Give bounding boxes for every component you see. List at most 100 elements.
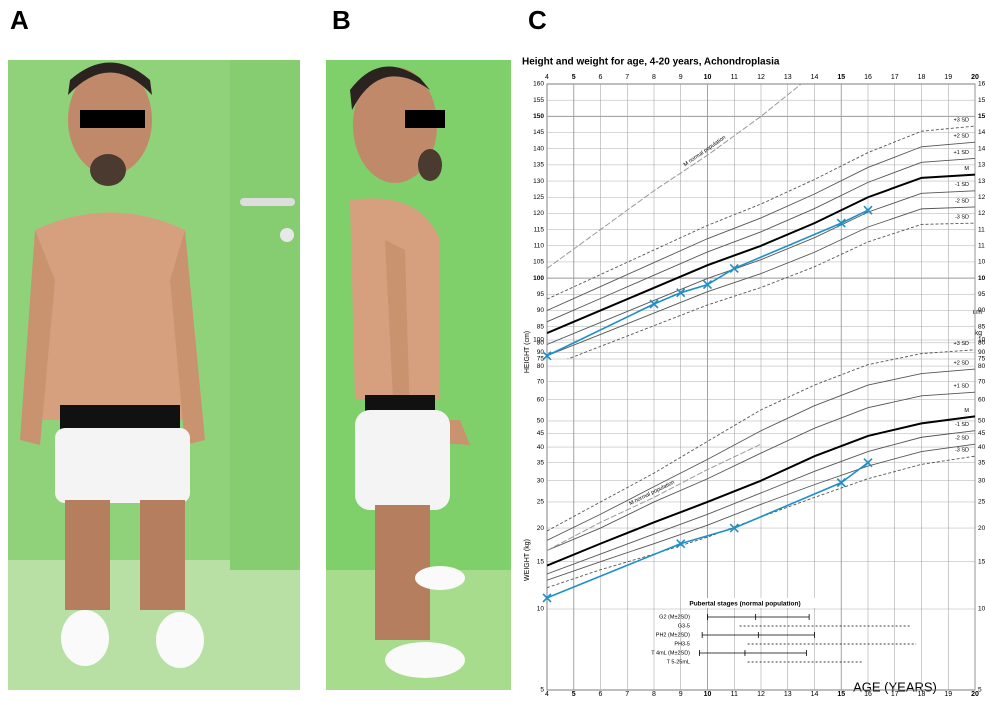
y-tick-label: 50 — [978, 418, 985, 425]
y-tick-label: 40 — [537, 444, 545, 451]
curve-label: -2 SD — [955, 198, 969, 204]
y-tick-label: 80 — [978, 363, 985, 370]
x-tick-label: 8 — [652, 691, 656, 697]
y-tick-label: 105 — [978, 259, 985, 266]
figure: A B C Height and weight for age, 4-20 ye… — [0, 0, 985, 697]
y-tick-label: 85 — [978, 323, 985, 330]
x-tick-label: 18 — [918, 691, 926, 697]
pubertal-label: T 4mL (M±2SD) — [651, 650, 690, 656]
y-tick-label: 15 — [537, 558, 545, 565]
y-tick-label: 155 — [978, 97, 985, 104]
chart-title: Height and weight for age, 4-20 years, A… — [522, 57, 780, 68]
curve-label: +1 SD — [954, 150, 969, 156]
y-tick-label: 145 — [978, 129, 985, 136]
x-tick-label: 7 — [625, 74, 629, 81]
x-tick-label: 13 — [784, 74, 792, 81]
y-tick-label: 35 — [978, 459, 985, 466]
y-tick-label: 100 — [533, 275, 544, 282]
x-tick-label: 4 — [545, 74, 549, 81]
curve-label: +2 SD — [954, 134, 969, 140]
pubertal-label: PH2 (M±2SD) — [656, 632, 690, 638]
x-tick-label: 6 — [599, 74, 603, 81]
x-tick-label: 9 — [679, 74, 683, 81]
y-tick-label: 40 — [978, 444, 985, 451]
pubertal-label: PH3-5 — [674, 641, 690, 647]
photo-front — [8, 60, 300, 690]
y-tick-label: 60 — [978, 396, 985, 403]
y-tick-label: 70 — [537, 378, 545, 385]
pubertal-label: G2 (M±2SD) — [659, 614, 690, 620]
photo-side — [326, 60, 511, 690]
y-tick-label: 130 — [533, 178, 544, 185]
panel-label: B — [332, 5, 351, 35]
y-tick-label: 135 — [978, 162, 985, 169]
y-tick-label: 75 — [978, 356, 985, 363]
y-tick-label: 30 — [537, 477, 545, 484]
y-tick-label: 155 — [533, 97, 544, 104]
y-tick-label: 20 — [978, 525, 985, 532]
x-tick-label: 13 — [784, 691, 792, 697]
panel-label: C — [528, 5, 547, 35]
curve-label: M normal population — [683, 135, 727, 168]
y-tick-label: 160 — [978, 81, 985, 88]
y-tick-label: 120 — [978, 210, 985, 217]
y-axis-label: WEIGHT (kg) — [524, 539, 531, 581]
y-tick-label: 135 — [533, 162, 544, 169]
curve-label: +1 SD — [954, 384, 969, 390]
x-tick-label: 11 — [731, 691, 738, 697]
x-tick-label: 10 — [704, 74, 712, 81]
y-tick-label: 10 — [978, 606, 985, 613]
y-tick-label: 90 — [978, 307, 985, 314]
y-axis-label: HEIGHT (cm) — [524, 331, 531, 373]
y-tick-label: 125 — [533, 194, 544, 201]
x-tick-label: 17 — [891, 691, 899, 697]
y-tick-label: 125 — [978, 194, 985, 201]
y-tick-label: 150 — [978, 113, 985, 120]
x-tick-label: 5 — [572, 691, 576, 697]
curve-label: -3 SD — [955, 448, 969, 454]
pubertal-title: Pubertal stages (normal population) — [689, 601, 800, 608]
x-tick-label: 19 — [944, 691, 952, 697]
x-tick-label: 10 — [704, 691, 712, 697]
y-tick-label: 70 — [978, 378, 985, 385]
y-tick-label: 140 — [533, 145, 544, 152]
x-tick-label: 15 — [837, 74, 845, 81]
y-tick-label: 25 — [537, 499, 545, 506]
y-tick-label: 160 — [533, 81, 544, 88]
y-tick-label: 130 — [978, 178, 985, 185]
panel-label: A — [10, 5, 29, 35]
y-tick-label: 45 — [537, 430, 545, 437]
y-tick-label: 5 — [978, 687, 982, 694]
y-tick-label: 30 — [978, 477, 985, 484]
y-tick-label: 15 — [978, 558, 985, 565]
y-tick-label: 100 — [978, 275, 985, 282]
x-tick-label: 16 — [864, 74, 872, 81]
y-tick-label: 115 — [534, 226, 545, 233]
curve-label: M — [964, 408, 969, 414]
y-tick-label: 105 — [533, 259, 544, 266]
curve-label: -3 SD — [955, 215, 969, 221]
y-tick-label: 85 — [537, 323, 545, 330]
y-tick-label: 90 — [537, 307, 545, 314]
y-tick-label: 80 — [537, 363, 545, 370]
x-tick-label: 17 — [891, 74, 899, 81]
y-tick-label: 150 — [533, 113, 544, 120]
curve-label: +3 SD — [954, 341, 969, 347]
y-tick-label: 100 — [978, 337, 985, 344]
y-tick-label: 90 — [978, 349, 985, 356]
y-tick-label: 5 — [540, 687, 544, 694]
x-tick-label: 4 — [545, 691, 549, 697]
y-tick-label: 60 — [537, 396, 545, 403]
x-tick-label: 7 — [625, 691, 629, 697]
y-tick-label: 35 — [537, 459, 545, 466]
x-tick-label: 5 — [572, 74, 576, 81]
x-tick-label: 11 — [731, 74, 738, 81]
y-tick-label: 95 — [978, 291, 985, 298]
curve-label: +3 SD — [954, 118, 969, 124]
y-tick-label: 115 — [978, 226, 985, 233]
y-tick-label: 20 — [537, 525, 545, 532]
curve-label: -1 SD — [955, 182, 969, 188]
y-tick-label: 140 — [978, 145, 985, 152]
x-tick-label: 14 — [811, 74, 819, 81]
curve-label: -1 SD — [955, 422, 969, 428]
